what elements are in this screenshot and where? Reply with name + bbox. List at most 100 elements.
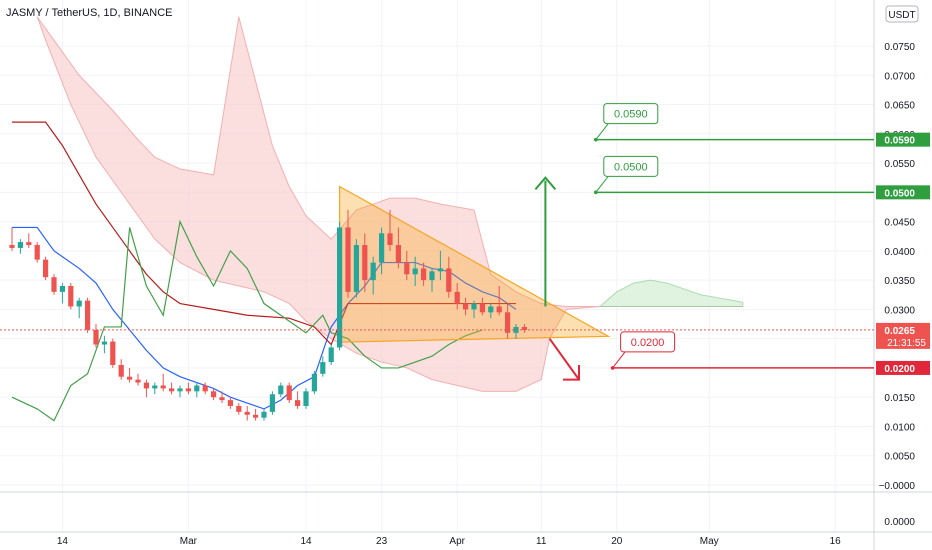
kijun-line: [12, 121, 516, 346]
currency-label: USDT: [888, 10, 915, 21]
candle-down: [118, 365, 124, 377]
y-tick-label: −0.0000: [879, 481, 916, 492]
candle-up: [379, 233, 385, 263]
candle-up: [353, 245, 359, 292]
candle-up: [471, 303, 477, 310]
y-tick-label: 0.0550: [884, 159, 915, 170]
candle-down: [135, 379, 141, 383]
candle-down: [521, 326, 527, 330]
price-tag-label: 0.0265: [884, 326, 915, 337]
arrow-down-head: [563, 365, 580, 381]
cloud-bullish: [598, 279, 744, 307]
candle-down: [463, 303, 469, 310]
candle-down: [26, 242, 32, 246]
x-tick-label: 11: [536, 536, 547, 547]
candle-down: [143, 382, 149, 389]
candle-up: [412, 268, 418, 275]
price-tag-label: 0.0500: [884, 188, 915, 199]
price-target-annotations[interactable]: 0.0590 0.0500 0.0200: [0, 103, 874, 381]
chart-title: JASMY / TetherUS, 1D, BINANCE: [6, 7, 172, 19]
candle-down: [395, 245, 401, 263]
candle-up: [17, 242, 23, 248]
callout-label: 0.0500: [614, 161, 648, 173]
candle-down: [479, 303, 485, 313]
candle-down: [219, 397, 225, 401]
callout-box[interactable]: [603, 103, 659, 125]
candle-down: [202, 385, 208, 392]
y-tick-label: 0.0400: [884, 247, 915, 258]
x-tick-label: Apr: [449, 536, 465, 547]
candle-down: [185, 388, 191, 392]
x-tick-label: 23: [376, 536, 388, 547]
candle-up: [488, 306, 494, 313]
candle-down: [505, 312, 511, 333]
x-tick-label: 16: [830, 536, 842, 547]
countdown-label: 21:31:55: [887, 338, 926, 349]
candle-up: [261, 411, 267, 418]
candle-down: [110, 341, 116, 366]
candle-down: [9, 245, 15, 248]
candle-down: [34, 245, 40, 260]
callout-label: 0.0590: [614, 109, 648, 121]
y-tick-label: 0.0700: [884, 71, 915, 82]
x-tick-label: 14: [57, 536, 69, 547]
candle-up: [269, 394, 275, 412]
y-tick-label: 0.0300: [884, 305, 915, 316]
candle-up: [311, 373, 317, 392]
candle-down: [227, 400, 233, 406]
ichimoku-cloud: [36, 16, 744, 392]
candle-down: [454, 291, 460, 304]
candle-down: [345, 227, 351, 292]
price-axis[interactable]: 0.07500.07000.06500.06000.05500.05000.04…: [876, 42, 930, 528]
y-tick-label: 0.0100: [884, 422, 915, 433]
callout-box[interactable]: [603, 155, 659, 177]
candle-down: [404, 262, 410, 275]
candlesticks: [9, 209, 527, 421]
time-axis[interactable]: 14 Mar 14 23 Apr 11 20 May 16: [57, 536, 841, 547]
x-tick-label: 14: [300, 536, 312, 547]
price-tag[interactable]: [876, 132, 930, 147]
candle-down: [85, 300, 91, 330]
y-tick-label: 0.0050: [884, 452, 915, 463]
price-tag-label: 0.0590: [884, 136, 915, 147]
y-tick-label-lower: 0.0000: [884, 517, 915, 528]
candle-down: [295, 400, 301, 406]
price-tag[interactable]: [876, 185, 930, 200]
candle-down: [68, 285, 74, 307]
y-tick-label: 0.0750: [884, 42, 915, 53]
chikou-line: [11, 219, 483, 422]
candle-down: [43, 259, 49, 278]
candle-up: [429, 271, 435, 281]
candle-down: [286, 385, 292, 401]
currency-button[interactable]: USDT: [885, 5, 919, 23]
callout-box[interactable]: [620, 331, 676, 353]
candle-up: [320, 362, 326, 374]
candle-up: [177, 388, 183, 392]
candle-up: [303, 391, 309, 406]
candle-down: [236, 405, 242, 412]
candle-down: [244, 411, 250, 415]
candle-up: [194, 385, 200, 392]
candle-up: [76, 300, 82, 307]
x-tick-label: Mar: [180, 536, 198, 547]
price-tag[interactable]: [876, 322, 930, 349]
candle-down: [127, 376, 133, 380]
candle-up: [437, 268, 443, 272]
price-tag[interactable]: [876, 360, 930, 375]
candle-down: [421, 268, 427, 281]
candle-down: [362, 245, 368, 281]
candle-up: [152, 385, 158, 389]
candle-down: [160, 385, 166, 389]
candle-down: [387, 233, 393, 246]
y-tick-label: 0.0450: [884, 218, 915, 229]
arrow-up-head: [534, 176, 557, 191]
y-tick-label: 0.0650: [884, 101, 915, 112]
candle-down: [253, 414, 259, 418]
candle-down: [169, 388, 175, 392]
candle-up: [370, 262, 376, 281]
candle-down: [211, 391, 217, 398]
cloud-bearish: [36, 16, 743, 392]
x-tick-label: 20: [611, 536, 623, 547]
candle-up: [101, 341, 107, 345]
